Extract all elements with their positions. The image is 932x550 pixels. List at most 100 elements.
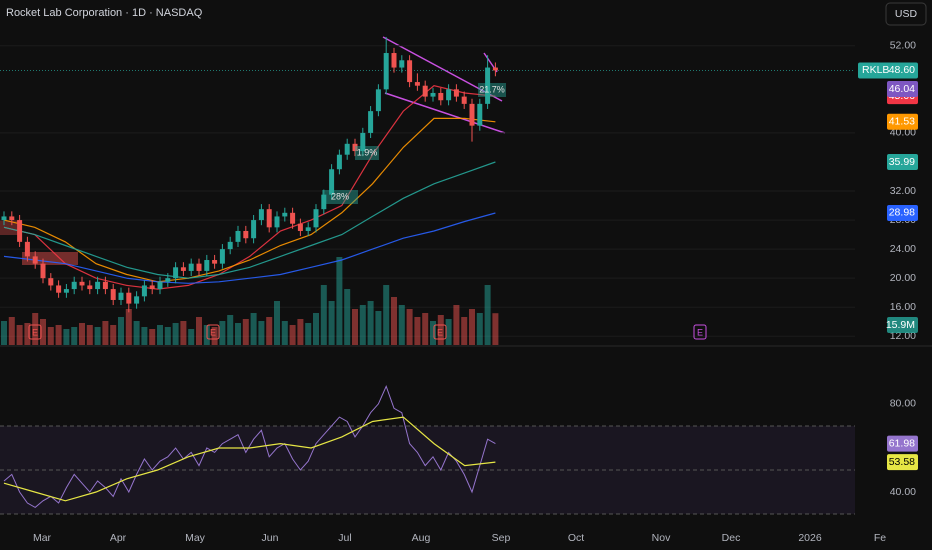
volume-bar <box>94 327 101 345</box>
candle-body <box>313 209 319 228</box>
volume-bar <box>484 285 491 345</box>
ma-badge <box>887 204 918 221</box>
trendline <box>384 92 506 134</box>
y-tick-label: 16.00 <box>890 301 916 313</box>
candle-body <box>157 281 163 290</box>
candle-body <box>422 85 428 97</box>
ma-line <box>3 85 496 290</box>
ma-badge <box>887 81 918 98</box>
candle-body <box>438 92 444 101</box>
annotation-box <box>322 190 358 204</box>
volume-bar <box>102 321 109 345</box>
volume-bar <box>328 301 335 345</box>
time-label: 2026 <box>798 532 822 544</box>
time-label: Mar <box>33 532 52 544</box>
volume-bar <box>422 313 429 345</box>
volume-bar <box>40 319 46 345</box>
y-tick-label: 20.00 <box>890 272 916 284</box>
currency-button[interactable] <box>885 2 927 26</box>
volume-badge <box>887 317 918 333</box>
volume-bar <box>250 313 257 345</box>
volume-bar <box>32 313 39 345</box>
candle-body <box>63 289 69 293</box>
rsi-tick-label: 40.00 <box>890 486 916 498</box>
rsi-badge <box>887 435 918 452</box>
earnings-icon <box>433 324 447 340</box>
ma-line <box>3 117 496 283</box>
time-label: Jun <box>262 532 279 544</box>
earnings-icon <box>28 324 42 340</box>
candle-body <box>352 143 358 152</box>
candle-body <box>485 67 491 104</box>
candle-body <box>149 285 155 290</box>
y-tick-label: 24.00 <box>890 243 916 255</box>
candle-body <box>204 260 210 271</box>
candle-body <box>305 227 311 231</box>
candle-body <box>180 267 186 271</box>
earnings-icon <box>693 324 707 340</box>
volume-bar <box>352 309 358 345</box>
time-label: Oct <box>568 532 584 544</box>
rsi-badge-label: 53.58 <box>889 456 915 468</box>
volume-bar <box>437 315 444 345</box>
annotation: 21.7% <box>479 84 505 94</box>
volume-bar <box>172 323 179 345</box>
volume-bar <box>196 317 202 345</box>
candle-body <box>282 212 288 217</box>
volume-bar <box>149 329 156 345</box>
y-tick-label: 52.00 <box>890 40 916 52</box>
volume-bar <box>476 313 483 345</box>
volume-bar <box>274 301 280 345</box>
ma-line <box>3 212 496 284</box>
volume-bar <box>180 321 187 345</box>
candle-body <box>469 103 475 126</box>
volume-bar <box>258 321 265 345</box>
candle-body <box>79 281 85 286</box>
candle-body <box>188 263 194 271</box>
volume-bar <box>118 317 124 345</box>
volume-bar <box>313 313 319 345</box>
candle-body <box>102 281 108 290</box>
volume-bar <box>320 285 327 345</box>
volume-bar <box>141 327 148 345</box>
ma-badge <box>887 113 918 130</box>
time-label: Apr <box>110 532 127 544</box>
volume-bar <box>55 325 62 345</box>
ma-line <box>3 161 496 279</box>
earnings-marker: E <box>437 327 443 337</box>
volume-bar <box>469 309 475 345</box>
volume-bar <box>227 315 234 345</box>
ma-badge-label: 41.53 <box>889 116 915 128</box>
volume-bar <box>406 309 413 345</box>
volume-bar <box>188 329 195 345</box>
candle-body <box>95 281 101 290</box>
volume-bar <box>47 327 54 345</box>
candle-body <box>134 296 140 304</box>
ma-badge-label: 28.98 <box>889 207 915 219</box>
candle-body <box>227 241 233 250</box>
candle-body <box>235 230 241 242</box>
candle-body <box>48 278 54 286</box>
zone-box <box>0 220 22 235</box>
rsi-line <box>3 384 496 509</box>
volume-bar <box>305 323 312 345</box>
candle-body <box>251 220 257 239</box>
rsi-tick-label: 80.00 <box>890 398 916 410</box>
rsi-badge-label: 61.98 <box>889 437 915 449</box>
annotation: 28% <box>331 191 349 201</box>
candle-body <box>243 230 249 239</box>
candle-body <box>165 278 171 282</box>
volume-bar <box>359 305 366 345</box>
candle-body <box>492 67 498 71</box>
chart-title: Rocket Lab Corporation · 1D · NASDAQ <box>6 7 203 19</box>
candle-body <box>274 216 280 228</box>
volume-bar <box>266 317 273 345</box>
candle-body <box>446 89 452 101</box>
candle-body <box>9 216 15 221</box>
candle-body <box>399 60 405 68</box>
volume-bar <box>125 309 132 345</box>
volume-bar <box>71 327 78 345</box>
currency-label[interactable]: USD <box>895 8 918 20</box>
